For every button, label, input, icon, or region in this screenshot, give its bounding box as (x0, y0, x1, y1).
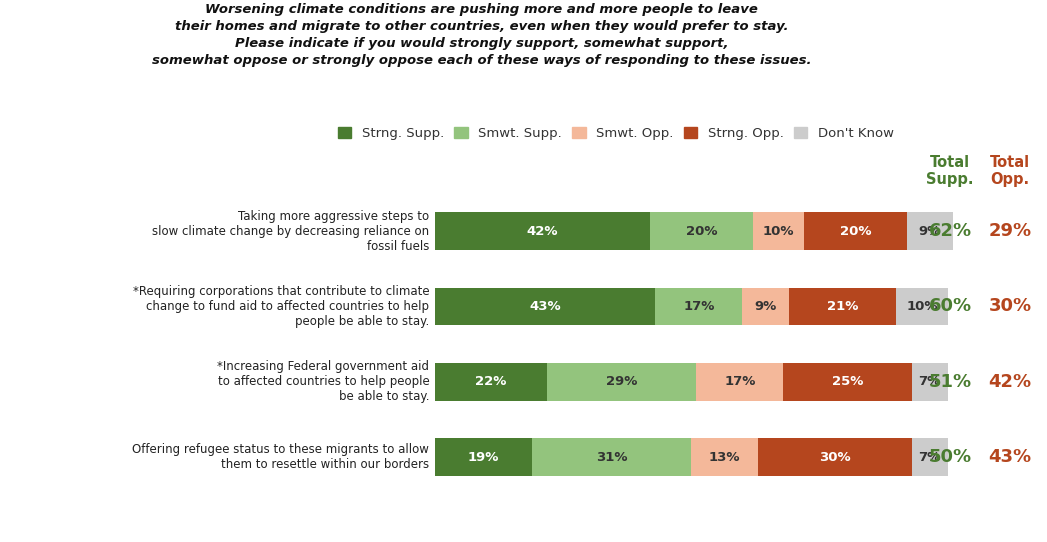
Text: Total
Supp.: Total Supp. (927, 154, 974, 187)
Bar (650, 212, 753, 250)
Text: 9%: 9% (754, 300, 777, 313)
Bar (435, 363, 548, 401)
Text: 7%: 7% (918, 451, 941, 464)
Bar (435, 212, 650, 250)
Text: *Requiring corporations that contribute to climate
change to fund aid to affecte: *Requiring corporations that contribute … (133, 285, 429, 328)
Bar (532, 438, 691, 476)
Text: 22%: 22% (475, 376, 507, 389)
Bar (896, 288, 948, 325)
Text: 50%: 50% (929, 448, 972, 466)
Bar (753, 212, 804, 250)
Text: 25%: 25% (832, 376, 864, 389)
Text: 17%: 17% (683, 300, 714, 313)
Legend: Strng. Supp., Smwt. Supp., Smwt. Opp., Strng. Opp., Don't Know: Strng. Supp., Smwt. Supp., Smwt. Opp., S… (338, 127, 894, 140)
Bar (783, 363, 912, 401)
Text: 62%: 62% (929, 222, 972, 240)
Bar (758, 438, 912, 476)
Text: 42%: 42% (988, 373, 1031, 391)
Bar (435, 288, 655, 325)
Text: 30%: 30% (819, 451, 850, 464)
Bar (912, 363, 948, 401)
Text: Offering refugee status to these migrants to allow
them to resettle within our b: Offering refugee status to these migrant… (133, 443, 429, 471)
Bar (804, 212, 907, 250)
Text: 9%: 9% (918, 224, 941, 237)
Text: 10%: 10% (907, 300, 938, 313)
Text: 51%: 51% (929, 373, 972, 391)
Bar (691, 438, 758, 476)
Bar (548, 363, 696, 401)
Bar (655, 288, 742, 325)
Text: Worsening climate conditions are pushing more and more people to leave
their hom: Worsening climate conditions are pushing… (152, 3, 811, 67)
Bar (742, 288, 788, 325)
Bar (907, 212, 953, 250)
Text: 43%: 43% (529, 300, 560, 313)
Text: *Increasing Federal government aid
to affected countries to help people
be able : *Increasing Federal government aid to af… (218, 360, 429, 403)
Text: Total
Opp.: Total Opp. (989, 154, 1030, 187)
Text: 31%: 31% (596, 451, 627, 464)
Text: 7%: 7% (918, 376, 941, 389)
Bar (435, 438, 532, 476)
Text: 21%: 21% (827, 300, 859, 313)
Text: 30%: 30% (988, 298, 1031, 315)
Bar (788, 288, 896, 325)
Text: 60%: 60% (929, 298, 972, 315)
Text: 29%: 29% (988, 222, 1031, 240)
Text: 17%: 17% (725, 376, 756, 389)
Text: 29%: 29% (606, 376, 638, 389)
Text: 20%: 20% (686, 224, 717, 237)
Text: 19%: 19% (468, 451, 499, 464)
Text: 13%: 13% (709, 451, 740, 464)
Text: 42%: 42% (527, 224, 558, 237)
Bar (696, 363, 783, 401)
Text: 43%: 43% (988, 448, 1031, 466)
Text: Taking more aggressive steps to
slow climate change by decreasing reliance on
fo: Taking more aggressive steps to slow cli… (152, 210, 429, 253)
Text: 20%: 20% (840, 224, 871, 237)
Bar (912, 438, 948, 476)
Text: 10%: 10% (762, 224, 794, 237)
